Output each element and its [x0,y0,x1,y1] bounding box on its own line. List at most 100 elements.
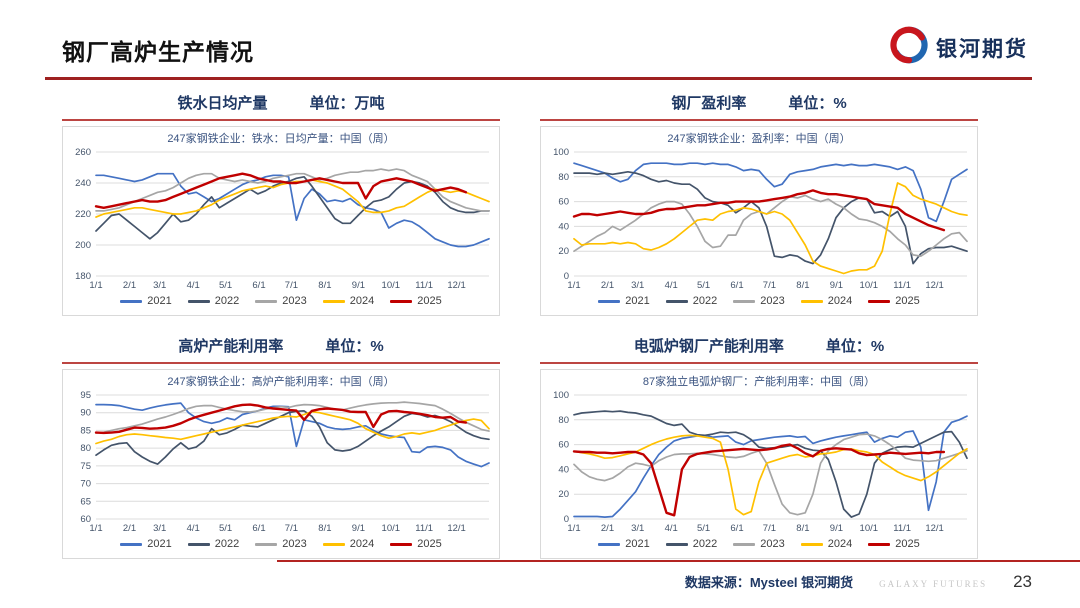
legend-item-2024: 2024 [800,295,852,307]
legend-item-2024: 2024 [322,295,375,307]
chart-cell-1: 钢厂盈利率 单位：% 247家钢铁企业：盈利率：中国（周） 0 20 40 60 80 100 1… [540,88,978,331]
plot-svg-0: 180 200 220 240 260 1/1 2/1 3/1 4/1 5/1 6/1 7/1 8/1 9… [75,147,490,291]
x-tick-label: 6/1 [252,280,265,291]
section-title: 钢厂盈利率 [671,95,747,112]
x-tick-label: 2/1 [123,523,136,534]
x-tick-label: 2/1 [123,280,136,291]
legend-label: 2021 [625,295,650,307]
legend-label: 2022 [214,295,240,307]
x-tick-label: 6/1 [730,280,743,291]
legend-label: 2021 [625,538,650,550]
legend-item-2022: 2022 [187,538,240,550]
x-tick-label: 1/1 [89,523,102,534]
chart-cell-2: 高炉产能利用率 单位：% 247家钢铁企业：高炉产能利用率：中国（周） 60 65 70 7… [62,331,500,574]
chart-cell-3: 电弧炉钢厂产能利用率 单位：% 87家独立电弧炉钢厂：产能利用率：中国（周） 0 20 4… [540,331,978,574]
chart-box-0: 247家钢铁企业：铁水：日均产量：中国（周） 180 200 220 240 260 1/1… [62,126,500,316]
x-tick-label: 11/1 [893,523,911,534]
legend-line-swatch [800,299,823,303]
x-tick-label: 10/1 [860,280,879,291]
legend-item-2021: 2021 [598,538,650,550]
legend-label: 2024 [349,295,375,307]
series-line-2024 [573,182,968,275]
chart-inner-title: 247家钢铁企业：高炉产能利用率：中国（周） [167,376,395,388]
page-number: 23 [1013,572,1032,591]
x-tick-label: 1/1 [89,280,102,291]
section-header-2: 高炉产能利用率 单位：% [62,331,500,364]
series-line-2025 [572,189,946,232]
series-line-2022 [95,175,490,240]
series-line-2025 [572,443,946,517]
logo-text: 银河期货 [936,37,1028,61]
series-line-2024 [573,434,968,516]
y-tick-label: 0 [564,271,569,282]
legend-label: 2023 [760,538,785,550]
section-header-0: 铁水日均产量 单位：万吨 [62,88,500,121]
y-tick-label: 180 [75,271,91,282]
y-tick-label: 75 [80,461,91,472]
legend-line-swatch [322,542,345,546]
x-tick-label: 9/1 [352,280,365,291]
x-tick-label: 1/1 [567,523,580,534]
legend-line-swatch [187,542,210,546]
series-line-2023 [573,194,968,258]
legend-label: 2022 [214,538,240,550]
page-title: 钢厂高炉生产情况 [62,39,254,65]
legend-item-2022: 2022 [665,538,717,550]
legend-line-swatch [665,299,688,303]
plot-svg-1: 0 20 40 60 80 100 1/1 2/1 3/1 4/1 5/1 6/1 7/1 8/1 9/1 1… [553,147,968,291]
legend-line-swatch [665,542,688,546]
series-line-2024 [95,410,490,445]
x-tick-label: 2/1 [601,280,614,291]
y-tick-label: 80 [558,415,569,426]
legend-line-swatch [868,542,891,546]
x-tick-label: 6/1 [730,523,743,534]
section-header-1: 钢厂盈利率 单位：% [540,88,978,121]
x-tick-label: 5/1 [697,523,710,534]
y-tick-label: 220 [75,209,91,220]
data-source-label: 数据来源：Mysteel 银河期货 [684,575,854,590]
x-tick-label: 5/1 [697,280,710,291]
x-tick-label: 5/1 [219,523,232,534]
y-tick-label: 40 [558,221,569,232]
series-line-2022 [95,410,490,465]
x-tick-label: 4/1 [665,523,678,534]
footer: 数据来源：Mysteel 银河期货 GALAXY FUTURES 23 [685,572,1032,592]
legend-line-swatch [390,542,413,546]
footer-rule [277,560,1080,562]
x-tick-label: 1/1 [567,280,580,291]
legend-item-2023: 2023 [255,538,307,550]
x-tick-label: 4/1 [187,523,200,534]
chart-inner-title: 87家独立电弧炉钢厂：产能利用率：中国（周） [642,376,876,388]
legend-label: 2023 [282,538,307,550]
legend-line-swatch [255,299,278,303]
series-line-2021 [95,172,490,248]
y-tick-label: 60 [558,440,569,451]
legend-label: 2025 [417,295,442,307]
x-tick-label: 9/1 [830,280,843,291]
company-logo: 银河期货 [890,26,1028,69]
legend-item-2025: 2025 [868,538,920,550]
x-tick-label: 12/1 [447,523,466,534]
series-line-2023 [95,168,490,212]
x-tick-label: 10/1 [860,523,879,534]
legend-item-2022: 2022 [187,295,240,307]
legend-line-swatch [322,299,345,303]
y-tick-label: 0 [564,514,569,525]
legend-item-2025: 2025 [390,538,442,550]
x-tick-label: 2/1 [601,523,614,534]
legend-item-2023: 2023 [733,538,785,550]
y-tick-label: 60 [558,197,569,208]
legend-item-2025: 2025 [868,295,920,307]
y-tick-label: 80 [80,443,91,454]
legend-line-swatch [800,542,823,546]
legend-label: 2023 [282,295,307,307]
legend-label: 2025 [417,538,442,550]
chart-box-3: 87家独立电弧炉钢厂：产能利用率：中国（周） 0 20 40 60 80 100 1/1 2/1… [540,369,978,559]
galaxy-swirl-icon [890,26,928,69]
charts-grid: 铁水日均产量 单位：万吨 247家钢铁企业：铁水：日均产量：中国（周） 180 200 2… [62,88,978,574]
legend-line-swatch [120,299,143,303]
legend-label: 2025 [895,538,920,550]
x-tick-label: 10/1 [382,523,401,534]
plot-svg-2: 60 65 70 75 80 85 90 95 1/1 2/1 3/1 4/1 5/1 6/1 7/1 8/1… [80,390,490,534]
